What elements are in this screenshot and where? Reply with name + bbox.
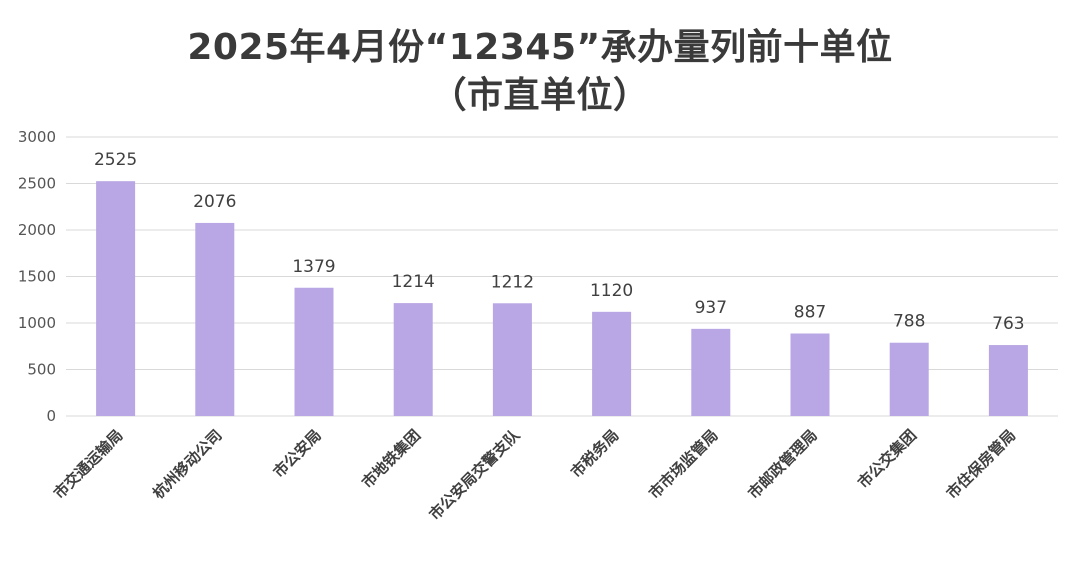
y-tick-label: 0 [46, 407, 56, 425]
bar [691, 328, 731, 416]
y-tick-label: 1500 [18, 268, 56, 286]
chart-title: 2025年4月份“12345”承办量列前十单位 [187, 27, 893, 68]
category-label: 市税务局 [567, 426, 622, 481]
category-label: 杭州移动公司 [149, 426, 225, 502]
data-label: 887 [794, 303, 826, 323]
data-label: 2525 [94, 150, 137, 170]
bar [592, 311, 632, 416]
y-tick-label: 2000 [18, 221, 56, 239]
y-tick-label: 500 [27, 361, 56, 379]
category-label: 市邮政管理局 [744, 426, 820, 502]
data-label: 1214 [392, 272, 435, 292]
chart-subtitle: （市直单位） [430, 75, 650, 116]
bar [790, 333, 830, 416]
category-label: 市市场监管局 [645, 426, 721, 502]
bar [195, 222, 235, 416]
data-label: 763 [992, 314, 1024, 334]
data-label: 1212 [491, 272, 534, 292]
bar [492, 303, 532, 416]
data-label: 1379 [292, 257, 335, 277]
data-label: 1120 [590, 281, 633, 301]
bar [294, 287, 334, 416]
y-tick-label: 3000 [18, 128, 56, 146]
category-label: 市公安局交警支队 [426, 425, 524, 523]
bar [393, 303, 433, 416]
bar [988, 345, 1028, 416]
bar [889, 342, 929, 416]
bar [96, 181, 136, 416]
data-label: 2076 [193, 192, 236, 212]
data-label: 788 [893, 312, 925, 332]
category-label: 市住保房管局 [943, 426, 1019, 502]
category-label: 市公安局 [270, 426, 325, 481]
data-label: 937 [695, 298, 727, 318]
category-label: 市交通运输局 [50, 426, 126, 502]
category-label: 市地铁集团 [358, 426, 424, 492]
y-tick-label: 2500 [18, 175, 56, 193]
y-tick-label: 1000 [18, 314, 56, 332]
category-label: 市公交集团 [854, 426, 920, 492]
